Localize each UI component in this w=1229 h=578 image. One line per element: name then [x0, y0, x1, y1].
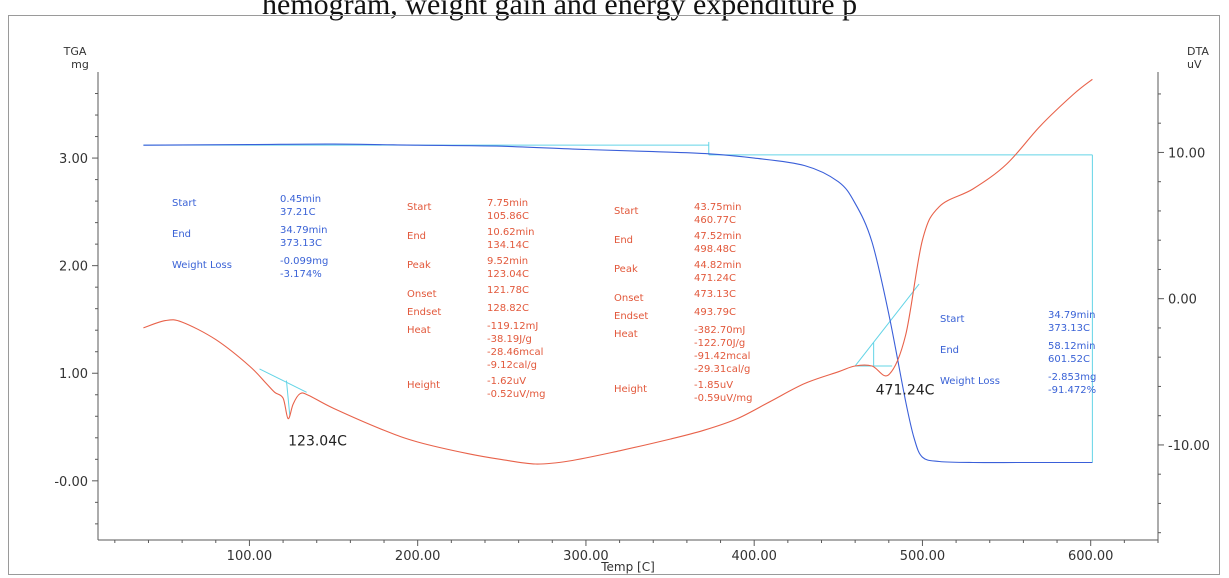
- y-right-tick-label: 10.00: [1168, 146, 1205, 161]
- x-axis-title: Temp [C]: [600, 560, 655, 574]
- result-key: Weight Loss: [940, 376, 1000, 387]
- dta-peak2-onset-tangent: [854, 283, 920, 367]
- result-value: 493.79C: [694, 307, 736, 318]
- result-value: 58.12min: [1048, 341, 1096, 352]
- result-key: End: [614, 235, 633, 246]
- result-key: Height: [407, 380, 440, 391]
- tga-series-line: [143, 143, 1093, 464]
- result-value: -119.12mJ: [487, 321, 538, 332]
- y-left-tick-label: 3.00: [59, 152, 88, 167]
- result-key: Start: [172, 198, 197, 209]
- result-value: -2.853mg: [1048, 372, 1096, 383]
- result-value: 121.78C: [487, 285, 529, 296]
- peak-temperature-label: 471.24C: [876, 382, 935, 398]
- result-key: Start: [407, 202, 432, 213]
- x-tick-label: 200.00: [395, 549, 441, 564]
- result-value: -28.46mcal: [487, 347, 543, 358]
- result-key: Heat: [407, 325, 431, 336]
- result-key: Peak: [407, 260, 431, 271]
- result-value: -29.31cal/g: [694, 364, 750, 375]
- result-value: -91.42mcal: [694, 351, 750, 362]
- axes-layer: 100.00 200.00 300.00 400.00 500.00 600.00 Temp…: [54, 45, 1210, 574]
- result-value: -0.59uV/mg: [694, 393, 753, 404]
- result-key: Endset: [407, 307, 441, 318]
- result-value: 134.14C: [487, 240, 529, 251]
- result-value: 473.13C: [694, 289, 736, 300]
- dta-peak1-baseline: [259, 368, 307, 393]
- result-value: 44.82min: [694, 260, 742, 271]
- result-value: -3.174%: [280, 269, 322, 280]
- result-key: Onset: [407, 289, 437, 300]
- result-value: 373.13C: [1048, 323, 1090, 334]
- result-value: -1.85uV: [694, 380, 733, 391]
- result-key: Weight Loss: [172, 260, 232, 271]
- result-key: Endset: [614, 311, 648, 322]
- result-key: End: [407, 231, 426, 242]
- dta-peak1-drop-line: [285, 380, 291, 416]
- y-left-tick-label: 2.00: [59, 260, 88, 275]
- result-value: -91.472%: [1048, 385, 1096, 396]
- annotation-layer: 123.04C 471.24C Start 0.45min 37.21C End 34.79…: [172, 194, 1096, 450]
- result-value: -9.12cal/g: [487, 360, 537, 371]
- result-key: Height: [614, 384, 647, 395]
- result-value: -38.19J/g: [487, 334, 532, 345]
- result-value: 37.21C: [280, 207, 316, 218]
- dta-series-line: [143, 78, 1093, 465]
- series-layer: [143, 78, 1093, 465]
- result-value: 7.75min: [487, 198, 528, 209]
- result-key: End: [172, 229, 191, 240]
- result-value: 43.75min: [694, 202, 742, 213]
- result-value: -0.099mg: [280, 256, 328, 267]
- x-tick-label: 100.00: [227, 549, 273, 564]
- y-left-axis-title: TGA: [63, 45, 87, 58]
- result-value: 373.13C: [280, 238, 322, 249]
- result-key: End: [940, 345, 959, 356]
- y-right-axis-title: uV: [1187, 58, 1202, 71]
- result-value: 0.45min: [280, 194, 321, 205]
- y-right-tick-label: 0.00: [1168, 293, 1197, 308]
- result-key: Peak: [614, 264, 638, 275]
- y-left-tick-label: -0.00: [54, 475, 88, 490]
- result-value: -1.62uV: [487, 376, 526, 387]
- result-value: 460.77C: [694, 215, 736, 226]
- result-value: -382.70mJ: [694, 325, 745, 336]
- chart-frame: [8, 15, 1220, 575]
- x-tick-label: 300.00: [563, 549, 609, 564]
- result-value: 34.79min: [280, 225, 328, 236]
- result-key: Onset: [614, 293, 644, 304]
- result-value: 471.24C: [694, 273, 736, 284]
- result-key: Start: [614, 206, 639, 217]
- result-value: 128.82C: [487, 303, 529, 314]
- y-left-tick-label: 1.00: [59, 367, 88, 382]
- y-right-tick-label: -10.00: [1168, 439, 1210, 454]
- x-tick-label: 500.00: [900, 549, 946, 564]
- result-value: -0.52uV/mg: [487, 389, 546, 400]
- x-tick-label: 600.00: [1068, 549, 1114, 564]
- peak-temperature-label: 123.04C: [288, 434, 347, 450]
- result-value: 498.48C: [694, 244, 736, 255]
- y-right-axis-title: DTA: [1187, 45, 1209, 58]
- x-tick-label: 400.00: [731, 549, 777, 564]
- result-value: 9.52min: [487, 256, 528, 267]
- y-left-axis-title: mg: [71, 58, 89, 71]
- result-value: 123.04C: [487, 269, 529, 280]
- result-value: 47.52min: [694, 231, 742, 242]
- result-value: 10.62min: [487, 227, 535, 238]
- result-value: -122.70J/g: [694, 338, 745, 349]
- result-value: 105.86C: [487, 211, 529, 222]
- result-value: 34.79min: [1048, 310, 1096, 321]
- result-value: 601.52C: [1048, 354, 1090, 365]
- result-key: Heat: [614, 329, 638, 340]
- result-key: Start: [940, 314, 965, 325]
